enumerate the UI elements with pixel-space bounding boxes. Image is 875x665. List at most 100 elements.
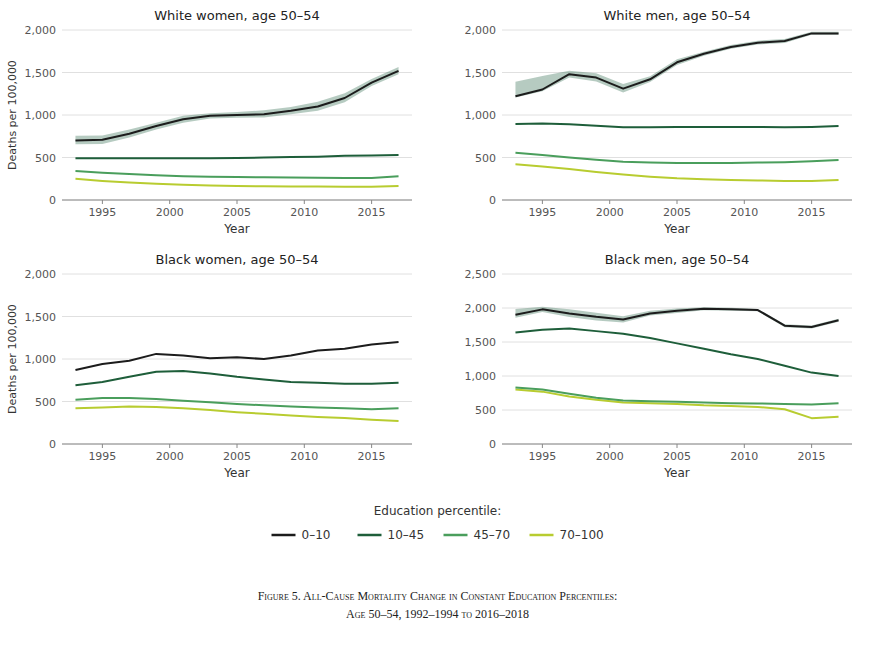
grid-line [502,157,852,158]
series-line [515,328,838,376]
panel-title: White women, age 50–54 [154,8,320,23]
legend: Education percentile:0–1010–4545–7070–10… [272,504,604,542]
series-line [515,33,838,96]
grid-line [502,274,852,275]
x-tick-label: 2010 [730,206,758,219]
y-tick-label: 2,000 [465,302,497,315]
y-tick-label: 500 [475,152,496,165]
x-tick [304,200,305,204]
grid-line [62,30,412,31]
x-tick [811,200,812,204]
series-line [75,342,398,370]
ci-band [515,32,838,98]
ci-band [75,67,398,144]
x-tick-label: 2010 [730,450,758,463]
legend-label: 70–100 [560,528,604,542]
legend-swatch [272,534,296,537]
x-tick [371,444,372,448]
series-line [75,398,398,409]
x-tick-label: 2015 [798,206,826,219]
y-tick-label: 1,500 [25,311,57,324]
x-tick-label: 2015 [798,450,826,463]
series-line [75,371,398,385]
series-line [515,153,838,163]
x-tick [677,444,678,448]
x-tick-label: 2005 [223,450,251,463]
x-tick-label: 1995 [528,206,556,219]
panel: White men, age 50–5405001,0001,5002,0001… [465,8,853,236]
legend-label: 45–70 [474,528,511,542]
x-tick-label: 2010 [290,206,318,219]
x-tick [609,444,610,448]
y-tick-label: 1,000 [465,370,497,383]
series-line [515,124,838,128]
panel: Black men, age 50–54 0 500 1,000 1,500 2,000 2… [465,252,853,480]
grid-line [62,359,412,360]
x-axis-label: Year [223,222,249,236]
panel: Black women, age 50–5405001,0001,5002,00… [6,252,412,480]
plot-area [75,342,398,421]
x-tick [102,444,103,448]
series-line [75,179,398,187]
grid-line [502,115,852,116]
y-tick-label: 1,500 [465,336,497,349]
plot-area [75,67,398,187]
y-tick-label: 500 [35,152,56,165]
x-axis-label: Year [663,466,689,480]
y-tick-label: 500 [475,404,496,417]
panel: White women, age 50–54 0 500 1,000 1,500 2,00… [6,8,412,236]
series-line [515,309,838,327]
panel-title: Black men, age 50–54 [605,252,749,267]
y-tick-label: 2,500 [465,268,497,281]
y-tick-label: 1,500 [25,67,57,80]
y-tick-label: 1,000 [25,109,57,122]
y-tick-label: 2,000 [25,24,57,37]
x-tick [169,444,170,448]
x-tick-label: 2010 [290,450,318,463]
x-tick [811,444,812,448]
series-line [515,164,838,181]
y-tick-label: 0 [49,194,56,207]
x-tick-label: 2000 [156,450,184,463]
series-line [515,388,838,405]
x-tick-label: 1995 [528,450,556,463]
x-axis-label: Year [223,466,249,480]
x-tick [609,200,610,204]
x-tick [677,200,678,204]
y-tick-label: 1,000 [465,109,497,122]
y-axis-label: Deaths per 100,000 [6,304,19,414]
x-tick-label: 2005 [663,206,691,219]
legend-swatch [358,534,382,537]
y-axis-label: Deaths per 100,000 [6,60,19,170]
x-tick-label: 1995 [88,206,116,219]
y-tick-label: 0 [489,438,496,451]
x-tick-label: 2005 [663,450,691,463]
figure: White women, age 50–54 0 500 1,000 1,500 2,00… [0,0,875,665]
y-tick-label: 500 [35,396,56,409]
plot-area [515,32,838,181]
grid-line [502,72,852,73]
x-tick [304,444,305,448]
x-axis-label: Year [663,222,689,236]
x-tick [102,200,103,204]
caption: Age 50–54, 1992–1994 to 2016–2018 [346,607,529,621]
x-tick [371,200,372,204]
panel-title: White men, age 50–54 [603,8,750,23]
x-tick-label: 2000 [156,206,184,219]
plot-area [515,307,838,419]
y-tick-label: 1,500 [465,67,497,80]
x-tick [542,200,543,204]
y-tick-label: 2,000 [465,24,497,37]
x-tick [542,444,543,448]
legend-swatch [530,534,554,537]
legend-swatch [444,534,468,537]
x-tick [744,200,745,204]
x-tick [744,444,745,448]
grid-line [62,401,412,402]
series-line [75,155,398,158]
y-tick-label: 1,000 [25,353,57,366]
legend-label: 10–45 [388,528,425,542]
grid-line [502,376,852,377]
grid-line [62,72,412,73]
legend-label: 0–10 [302,528,331,542]
